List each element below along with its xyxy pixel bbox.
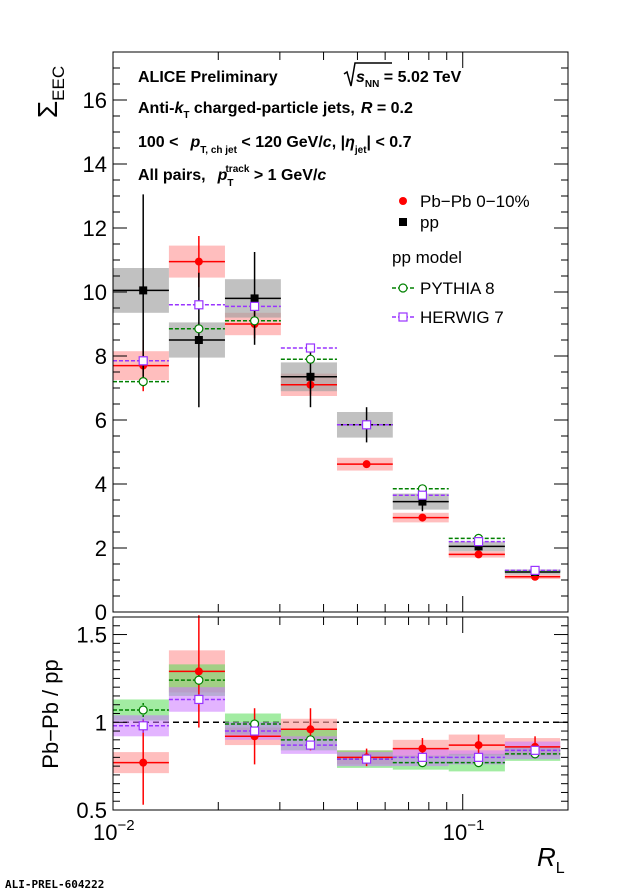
ratio-point-s2-b1 xyxy=(194,694,204,705)
top-y-tick-label: 0 xyxy=(95,600,107,625)
top-point-s0-b6 xyxy=(474,550,483,559)
legend-pbpb-marker xyxy=(399,197,407,205)
legend-pbpb-label: Pb−Pb 0−10% xyxy=(420,192,530,211)
top-point-s3-b0 xyxy=(138,356,148,366)
top-y-tick-label: 12 xyxy=(83,216,107,241)
ratio-point-s2-b3 xyxy=(305,740,316,750)
top-point-s1-b5 xyxy=(418,497,427,506)
top-point-s1-b6 xyxy=(474,542,483,551)
ratio-point-s2-b0 xyxy=(138,721,148,731)
top-y-tick-label: 10 xyxy=(83,280,107,305)
top-point-s3-b7 xyxy=(530,565,540,576)
annotation-block: ALICE Preliminary sNN = 5.02 TeV Anti-kT… xyxy=(138,62,462,189)
top-y-axis-label: ΣEEC xyxy=(32,66,68,118)
preliminary-tag: ALI-PREL-604222 xyxy=(5,878,104,891)
top-y-tick-label: 6 xyxy=(95,408,107,433)
top-point-s2-b1 xyxy=(194,324,204,334)
ratio-point-s0-b5 xyxy=(418,744,427,753)
top-point-s1-b2 xyxy=(250,294,259,303)
annotation-line-2: Anti-kT charged-particle jets, R = 0.2 xyxy=(138,100,413,121)
top-y-tick-label: 2 xyxy=(95,536,107,561)
top-point-s3-b1 xyxy=(194,300,204,310)
ratio-y-tick-label: 1.5 xyxy=(76,623,107,648)
top-point-s1-b0 xyxy=(139,286,148,295)
top-point-s1-b1 xyxy=(194,336,203,344)
top-point-s0-b1 xyxy=(194,257,203,266)
top-point-s2-b0 xyxy=(138,377,148,387)
top-point-s2-b3 xyxy=(305,354,316,364)
top-point-s2-b2 xyxy=(249,316,260,326)
top-y-tick-label: 14 xyxy=(83,152,107,177)
top-y-tick-label: 4 xyxy=(95,472,107,497)
x-tick-label: 10−2 xyxy=(93,817,135,845)
ratio-y-axis-label: Pb−Pb / pp xyxy=(38,659,63,768)
top-point-s3-b3 xyxy=(305,343,316,353)
top-point-s0-b5 xyxy=(418,513,427,522)
annotation-energy: sNN = 5.02 TeV xyxy=(356,69,462,90)
ratio-point-s1-b1 xyxy=(194,675,204,685)
legend-herwig-marker xyxy=(398,312,408,322)
ratio-y-tick-label: 0.5 xyxy=(76,798,107,823)
top-panel-frame xyxy=(112,51,569,613)
annotation-line-3: 100 < pT, ch jet < 120 GeV/c, |ηjet| < 0.… xyxy=(138,134,412,156)
ratio-point-s2-b7 xyxy=(530,745,540,755)
ratio-point-s2-b4 xyxy=(361,754,372,764)
top-point-s3-b5 xyxy=(417,490,428,500)
legend-pythia-marker xyxy=(398,283,408,293)
sqrt-symbol xyxy=(343,62,392,87)
annotation-line-4: All pairs, pTtrack > 1 GeV/c xyxy=(138,164,326,189)
ratio-point-s0-b0 xyxy=(139,758,148,767)
x-tick-label: 10−1 xyxy=(443,817,485,845)
legend-pp-marker xyxy=(399,218,407,226)
x-axis-label: RL xyxy=(537,842,565,877)
ratio-point-s0-b6 xyxy=(474,741,483,750)
ratio-point-s2-b2 xyxy=(249,726,260,736)
ratio-point-s2-b5 xyxy=(417,752,428,762)
legend-pp-label: pp xyxy=(420,213,439,232)
top-point-s1-b3 xyxy=(306,372,315,381)
top-point-s3-b6 xyxy=(473,536,484,547)
ratio-point-s2-b6 xyxy=(473,752,484,762)
ratio-y-tick-label: 1 xyxy=(95,710,107,735)
top-y-tick-label: 8 xyxy=(95,344,107,369)
ratio-point-s1-b0 xyxy=(138,705,148,715)
ratio-point-s0-b1 xyxy=(194,667,203,676)
top-point-s0-b4 xyxy=(362,460,371,469)
ratio-point-s0-b3 xyxy=(306,725,315,734)
legend-model-header: pp model xyxy=(392,248,462,267)
top-y-tick-label: 16 xyxy=(83,88,107,113)
top-point-s3-b2 xyxy=(249,301,260,311)
annotation-line-1: ALICE Preliminary xyxy=(138,69,278,86)
legend-herwig-label: HERWIG 7 xyxy=(420,308,504,327)
legend-pythia-label: PYTHIA 8 xyxy=(420,279,495,298)
top-point-s3-b4 xyxy=(361,420,372,430)
legend: Pb−Pb 0−10% pp pp model PYTHIA 8 HERWIG … xyxy=(392,192,530,327)
ratio-panel-frame xyxy=(112,616,569,811)
